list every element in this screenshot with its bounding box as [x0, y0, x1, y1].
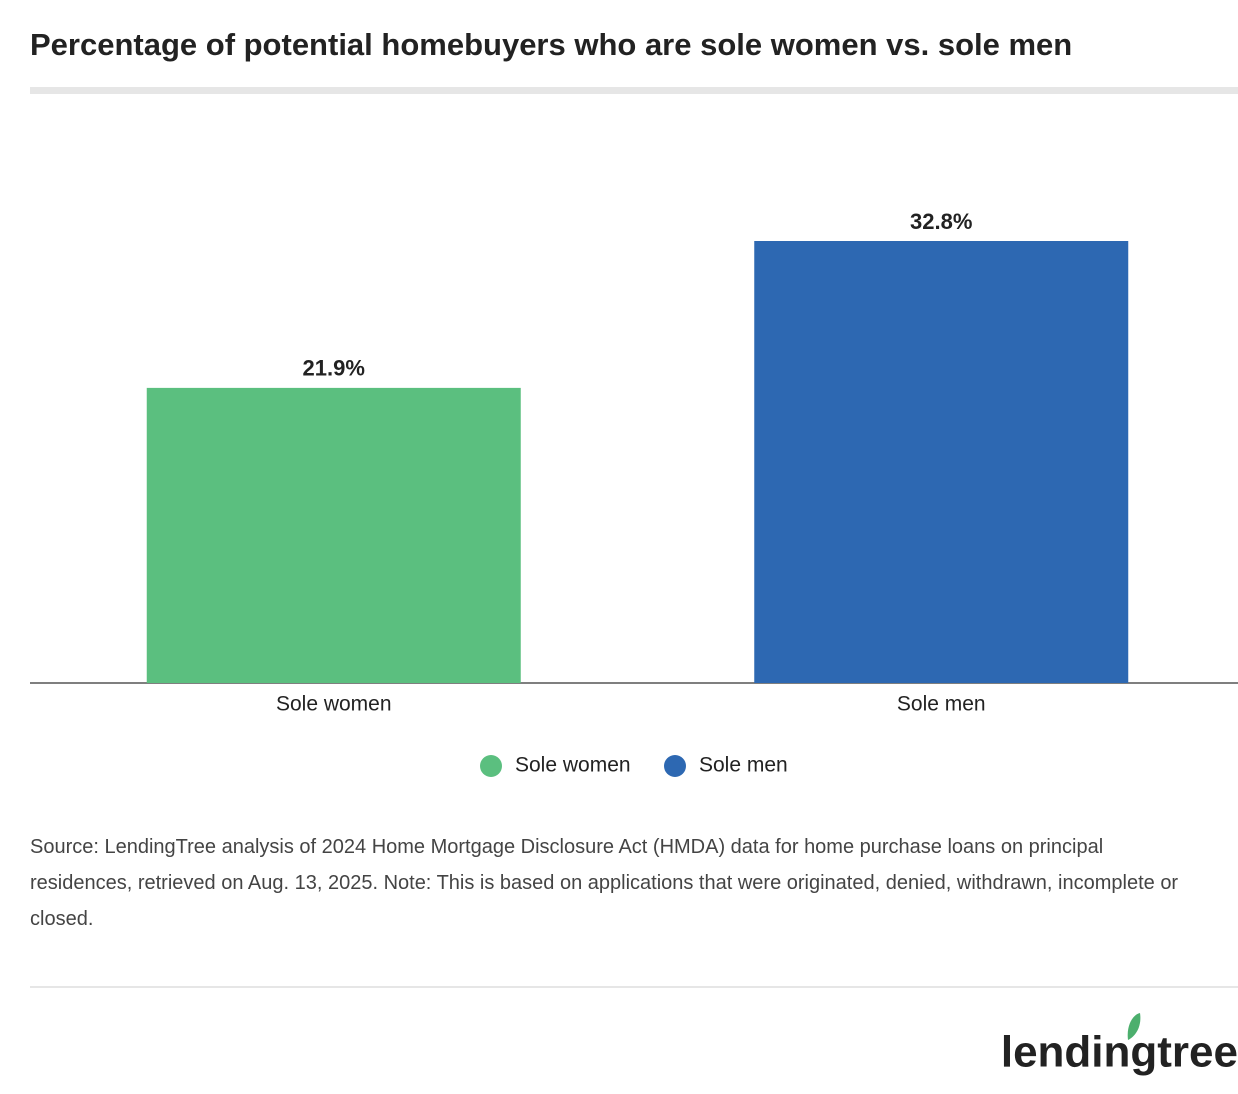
- legend-label: Sole women: [515, 754, 631, 777]
- logo-leaf: [1127, 1013, 1141, 1040]
- bar: [146, 387, 521, 683]
- x-tick-label: Sole men: [897, 693, 986, 716]
- legend-swatch: [480, 755, 502, 777]
- chart-title: Percentage of potential homebuyers who a…: [30, 27, 1072, 62]
- logo: lendingtree: [1001, 1028, 1238, 1077]
- legend-label: Sole men: [699, 754, 788, 777]
- bar: [754, 241, 1129, 683]
- source-note: Source: LendingTree analysis of 2024 Hom…: [30, 836, 1179, 930]
- x-tick-label: Sole women: [276, 693, 392, 716]
- legend-swatch: [664, 755, 686, 777]
- title-rule: [30, 87, 1238, 94]
- value-label: 32.8%: [910, 209, 972, 234]
- value-label: 21.9%: [303, 356, 365, 381]
